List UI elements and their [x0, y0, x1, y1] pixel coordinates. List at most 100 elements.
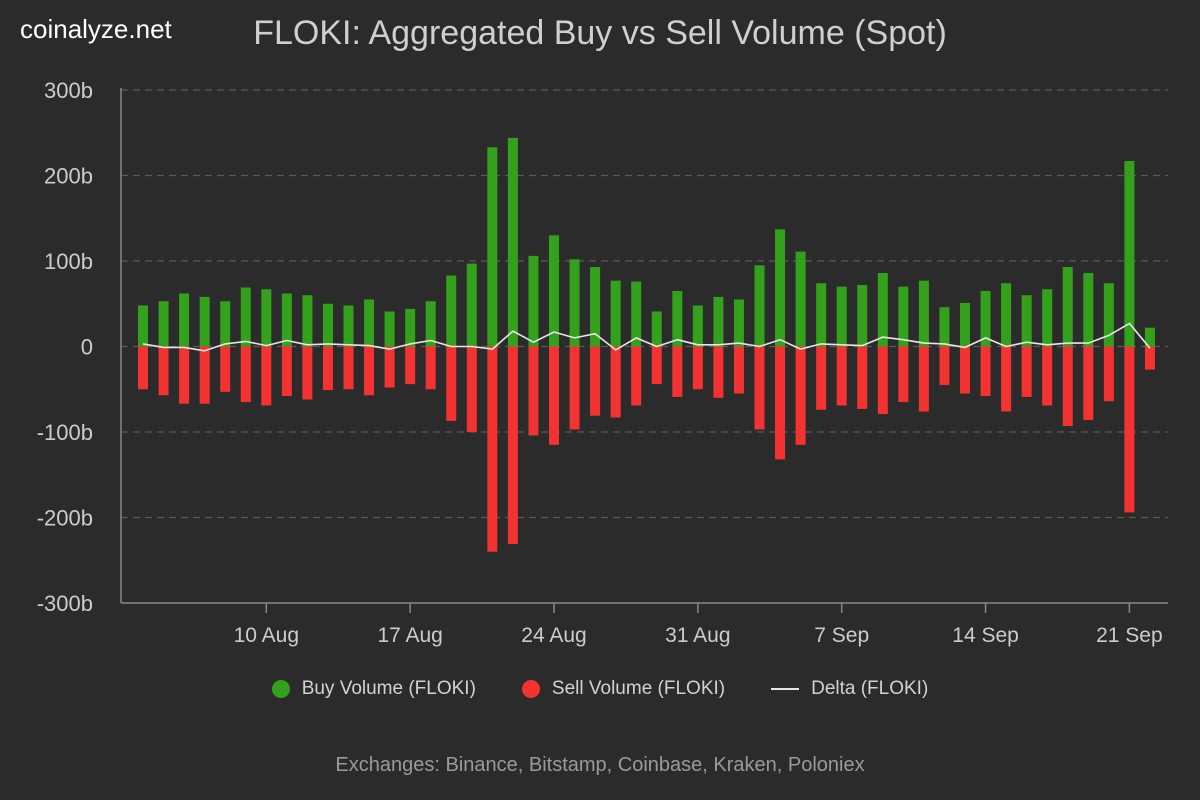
- legend: Buy Volume (FLOKI) Sell Volume (FLOKI) D…: [0, 678, 1200, 700]
- sell-volume-bar: [857, 346, 868, 409]
- buy-volume-bar: [1062, 266, 1073, 347]
- buy-volume-bar: [220, 301, 231, 347]
- buy-volume-bar: [672, 290, 683, 347]
- sell-volume-bar: [158, 346, 169, 396]
- sell-volume-bar: [651, 346, 662, 385]
- buy-volume-bar: [980, 290, 991, 347]
- sell-volume-bar: [754, 346, 765, 430]
- buy-volume-bar: [158, 301, 169, 347]
- buy-volume-bar: [816, 283, 827, 347]
- buy-volume-bar: [1042, 289, 1053, 347]
- sell-volume-bar: [343, 346, 354, 390]
- sell-volume-bar: [138, 346, 148, 390]
- buy-volume-bar: [960, 302, 970, 347]
- buy-volume-bar: [754, 265, 765, 347]
- sell-volume-bar: [1021, 346, 1032, 397]
- sell-volume-bar: [918, 346, 929, 412]
- buy-volume-bar: [199, 296, 210, 347]
- buy-volume-bar: [240, 287, 251, 347]
- sell-volume-bar: [1083, 346, 1094, 421]
- buy-volume-bar: [364, 299, 375, 347]
- y-tick-label: 100b: [44, 249, 93, 274]
- sell-volume-bar: [446, 346, 457, 421]
- sell-volume-bar: [199, 346, 210, 404]
- sell-volume-bar: [487, 346, 498, 552]
- delta-line-group: [142, 322, 1151, 352]
- sell-volume-bar: [364, 346, 375, 396]
- sell-volume-bar: [1062, 346, 1073, 427]
- buy-volume-bar: [898, 286, 909, 347]
- buy-volume-bar: [692, 305, 703, 347]
- sell-volume-bar: [877, 346, 888, 415]
- sell-volume-bar: [836, 346, 847, 406]
- x-tick-label: 10 Aug: [234, 624, 299, 647]
- x-tick-label: 17 Aug: [377, 624, 442, 647]
- legend-item-sell[interactable]: Sell Volume (FLOKI): [521, 678, 725, 700]
- buy-volume-bar: [590, 266, 601, 347]
- x-tick-label: 14 Sep: [952, 624, 1019, 647]
- sell-volume-bar: [980, 346, 991, 397]
- sell-volume-bar: [1103, 346, 1114, 402]
- sell-volume-bar: [322, 346, 333, 391]
- sell-volume-bar: [816, 346, 827, 410]
- legend-item-delta[interactable]: Delta (FLOKI): [771, 678, 928, 700]
- sell-volume-bar: [384, 346, 395, 388]
- buy-volume-bar: [1083, 272, 1094, 347]
- sell-volume-bar: [1124, 346, 1135, 513]
- y-tick-label: -300b: [37, 591, 93, 616]
- chart-title: FLOKI: Aggregated Buy vs Sell Volume (Sp…: [253, 14, 947, 52]
- sell-volume-bar: [281, 346, 292, 397]
- sell-volume-bar: [302, 346, 313, 400]
- brand-logo: coinalyze.net: [20, 14, 172, 44]
- buy-volume-bar: [446, 275, 457, 347]
- buy-volume-bar: [1103, 283, 1114, 347]
- legend-label-delta: Delta (FLOKI): [811, 678, 929, 699]
- buy-volume-bar: [939, 307, 950, 347]
- sell-volume-bar: [261, 346, 272, 406]
- buy-volume-bar: [857, 284, 868, 347]
- buy-volume-bar: [795, 251, 806, 347]
- sell-volume-bar: [425, 346, 436, 390]
- sell-volume-bar: [795, 346, 806, 445]
- sell-volume-dot-icon: [521, 680, 540, 698]
- sell-volume-bar: [939, 346, 950, 385]
- sell-volume-bar: [960, 346, 970, 394]
- delta-line-icon: [771, 688, 800, 690]
- buy-volume-bar: [775, 229, 786, 347]
- y-tick-label: -100b: [37, 420, 93, 445]
- buy-volume-dot-icon: [271, 680, 290, 698]
- sell-volume-bar: [672, 346, 683, 397]
- buy-volume-bar: [1144, 327, 1155, 347]
- buy-volume-bar: [138, 305, 148, 347]
- delta-line: [142, 322, 1151, 352]
- buy-volume-bar: [261, 289, 272, 347]
- x-tick-label: 24 Aug: [521, 624, 586, 647]
- buy-volume-bar: [384, 311, 395, 347]
- buy-volume-bar: [877, 272, 888, 347]
- buy-volume-bar: [918, 280, 929, 347]
- legend-item-buy[interactable]: Buy Volume (FLOKI): [271, 678, 476, 700]
- sell-volume-bar: [692, 346, 703, 390]
- buy-volume-bar: [1001, 283, 1012, 347]
- sell-volume-bar: [549, 346, 559, 445]
- buy-volume-bar: [569, 259, 580, 347]
- sell-volume-bar: [775, 346, 786, 460]
- buy-volume-bar: [343, 305, 354, 347]
- tick-labels: 300b 200b 100b 0 -100b -200b -300b 10 Aug 17 Aug…: [37, 78, 1163, 647]
- sell-volume-bar: [590, 346, 601, 416]
- sell-volume-bar: [1144, 346, 1155, 370]
- x-tick-label: 31 Aug: [665, 624, 730, 647]
- buy-volume-bar: [631, 281, 642, 347]
- buy-volume-bar: [302, 295, 313, 347]
- buy-volume-bar: [713, 296, 724, 347]
- buy-volume-bar: [281, 293, 292, 347]
- buy-volume-bar: [405, 308, 416, 347]
- exchanges-footer: Exchanges: Binance, Bitstamp, Coinbase, …: [335, 754, 865, 776]
- buy-volume-bar: [425, 301, 436, 347]
- bars: [138, 137, 1155, 552]
- buy-volume-bar: [836, 286, 847, 347]
- sell-volume-bar: [528, 346, 539, 436]
- buy-volume-bar: [1021, 295, 1032, 347]
- sell-volume-bar: [405, 346, 416, 385]
- chart-canvas: 300b 200b 100b 0 -100b -200b -300b 10 Aug 17 Aug…: [37, 78, 1168, 647]
